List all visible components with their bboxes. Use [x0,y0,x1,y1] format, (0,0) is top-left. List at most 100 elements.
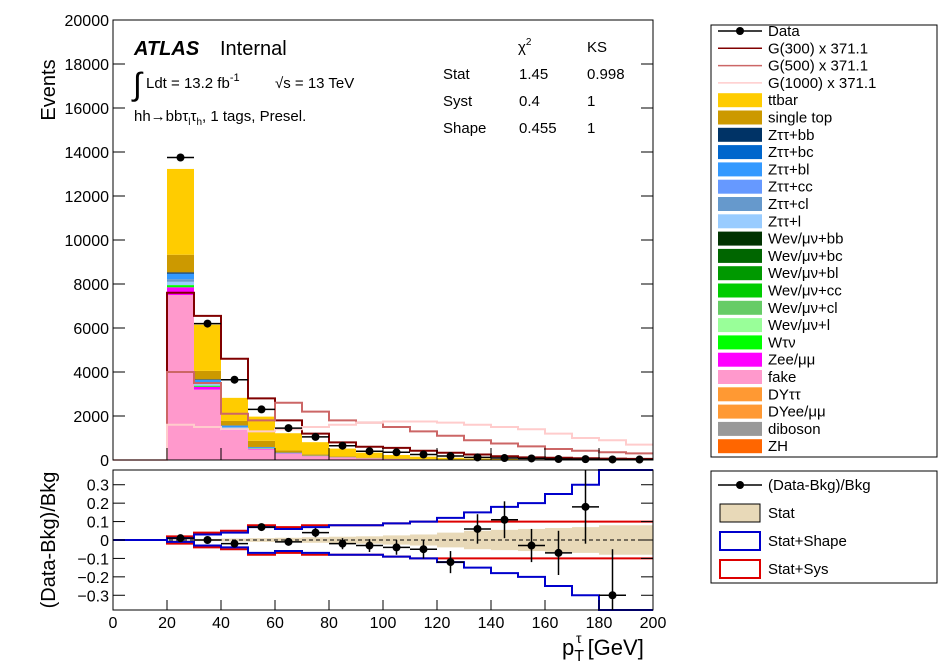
lumi-text: Ldt = 13.2 fb [146,75,230,92]
ratio-point [473,524,482,533]
ratio-y-tick-label: 0.2 [87,496,109,513]
stats-row-chi2: 1.45 [519,66,548,83]
data-point [473,453,482,462]
legend-swatch [718,335,762,350]
ratio-y-tick-label: 0.1 [87,515,109,532]
x-tick-label: 20 [158,615,176,632]
stats-row-chi2: 0.4 [519,93,540,110]
data-point [392,448,401,457]
stat-band [302,537,329,543]
ratio-point [581,502,590,511]
stack-bar [194,389,221,460]
legend-swatch [718,352,762,367]
data-point [554,455,563,464]
legend-label: Zττ+bc [768,144,814,161]
ratio-point [392,543,401,552]
x-axis-label-sub: T [574,648,584,665]
stack-bar [221,430,248,460]
legend-label: Stat [768,505,796,522]
stack-bar [329,456,356,458]
stack-bar [221,427,248,429]
ratio-y-label: (Data-Bkg)/Bkg [38,472,60,609]
stack-bar [167,168,194,255]
legend-label: G(500) x 371.1 [768,58,868,75]
legend-swatch [718,283,762,298]
legend-label: Wτν [768,334,796,351]
stack-bar [194,384,221,386]
stat-shape-band [113,539,653,611]
legend-label: Zττ+cl [768,196,809,213]
energy-label: √s = 13 TeV [275,75,354,92]
data-point [338,441,347,450]
stack-bar [329,448,356,457]
data-point [446,452,455,461]
stack-bar [356,458,383,460]
data-point [608,455,617,464]
ratio-point [500,515,509,524]
stack-bar [383,455,410,459]
integral-symbol: ∫ [131,66,144,102]
data-point [527,454,536,463]
legend-label: Zττ+bl [768,161,809,178]
legend-swatch [718,127,762,142]
main-y-tick-label: 8000 [73,277,109,294]
axes: 0200040006000800010000120001400016000180… [65,13,667,632]
data-point [284,424,293,433]
ratio-point [257,523,266,532]
main-y-tick-label: 20000 [65,13,110,30]
stack-bar [167,285,194,288]
x-tick-label: 40 [212,615,230,632]
x-tick-label: 200 [640,615,667,632]
ratio-point [365,541,374,550]
x-tick-label: 180 [586,615,613,632]
legend-swatch [719,531,761,551]
signal-line [113,291,653,461]
stats-row-ks: 1 [587,93,595,110]
x-tick-label: 60 [266,615,284,632]
stack-bar [221,425,248,428]
stack-bar [167,272,194,274]
legend-marker-point [736,481,744,489]
legend-label: ZH [768,438,788,455]
ratio-y-tick-label: −0.3 [77,588,109,605]
ratio-point [311,528,320,537]
ratio-legend-box [710,470,938,584]
stats-chi2-header: χ2 [518,37,532,56]
legend-swatch [718,214,762,229]
legend-label: Wev/μν+bb [768,231,843,248]
stack-bar [194,324,221,371]
legend-label: (Data-Bkg)/Bkg [768,477,871,494]
stack-bar [275,453,302,460]
legend-swatch [718,300,762,315]
stack-bar [248,448,275,450]
selection-sub-2: h [196,117,202,128]
stack-bar [167,295,194,460]
stack-bar [221,427,248,428]
selection-tau: τ [191,108,197,125]
stack-bar [302,456,329,460]
stack-bar [194,379,221,383]
selection-rest: , 1 tags, Presel. [202,108,306,125]
legend-label: fake [768,369,796,386]
legend-label: DYττ [768,386,801,403]
stats-table: χ2 KS Stat 1.45 0.998 Syst 0.4 1 Shape 0… [443,37,625,137]
stats-row-ks: 1 [587,120,595,137]
legend-label: Data [768,23,800,40]
data-point [581,455,590,464]
legend-label: diboson [768,421,821,438]
legend-swatch [718,421,762,436]
ratio-point [554,548,563,557]
ratio-point [176,534,185,543]
main-y-tick-label: 4000 [73,365,109,382]
ratio-point [284,537,293,546]
legend-label: G(300) x 371.1 [768,40,868,57]
main-y-tick-label: 16000 [65,101,110,118]
legend-label: DYee/μμ [768,404,826,421]
legend-swatch [718,162,762,177]
legend-swatch [718,387,762,402]
stack-bar [275,433,302,451]
stats-row-label: Stat [443,66,471,83]
stack-bar [275,450,302,453]
legend-swatch [718,370,762,384]
